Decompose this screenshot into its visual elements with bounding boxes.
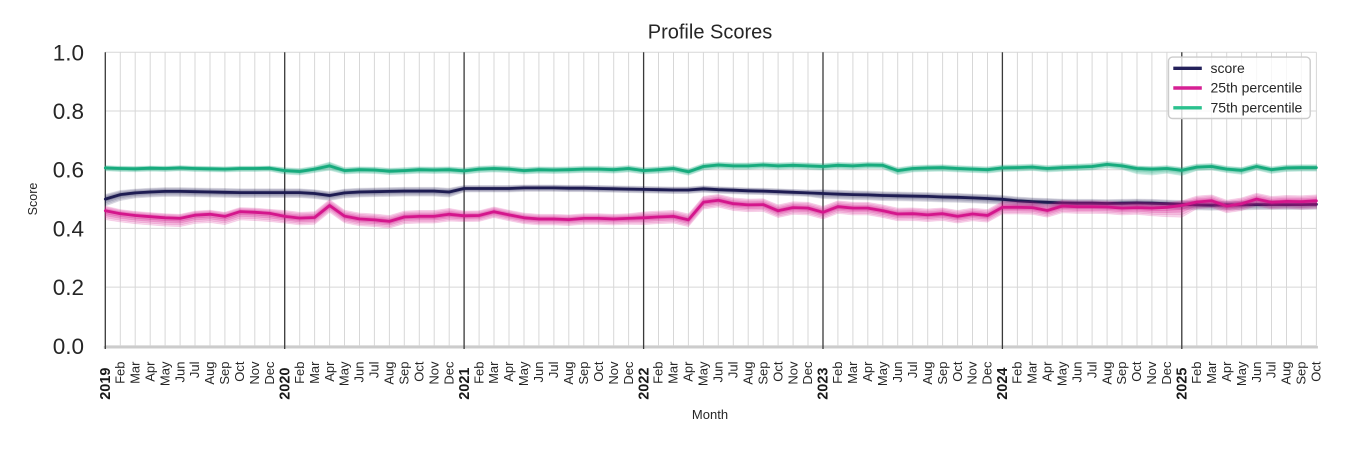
svg-text:Nov: Nov <box>965 361 980 385</box>
svg-text:Apr: Apr <box>681 361 696 382</box>
svg-text:Jun: Jun <box>172 362 187 383</box>
svg-text:2022: 2022 <box>636 368 652 400</box>
svg-text:Dec: Dec <box>800 361 815 385</box>
svg-text:Profile Scores: Profile Scores <box>648 22 773 44</box>
svg-text:Score: Score <box>26 183 40 216</box>
svg-text:2025: 2025 <box>1175 368 1191 400</box>
svg-text:Nov: Nov <box>1144 361 1159 385</box>
svg-text:Mar: Mar <box>1025 361 1040 384</box>
svg-text:Mar: Mar <box>1204 361 1219 384</box>
svg-text:25th percentile: 25th percentile <box>1211 80 1303 96</box>
svg-text:Feb: Feb <box>651 362 666 384</box>
svg-text:0.4: 0.4 <box>53 216 84 241</box>
svg-text:Feb: Feb <box>292 362 307 384</box>
svg-text:Month: Month <box>692 407 728 422</box>
svg-text:Feb: Feb <box>1010 362 1025 384</box>
svg-text:May: May <box>696 361 711 386</box>
svg-text:0.8: 0.8 <box>53 99 84 124</box>
svg-text:Sep: Sep <box>1294 362 1309 385</box>
svg-text:Oct: Oct <box>1309 361 1324 382</box>
svg-text:Mar: Mar <box>845 361 860 384</box>
svg-text:Aug: Aug <box>561 362 576 385</box>
svg-text:Feb: Feb <box>830 362 845 384</box>
svg-text:Jul: Jul <box>546 361 561 378</box>
svg-text:Nov: Nov <box>606 361 621 385</box>
svg-text:Jul: Jul <box>367 361 382 378</box>
svg-text:Jun: Jun <box>890 362 905 383</box>
svg-text:May: May <box>875 361 890 386</box>
svg-text:Dec: Dec <box>1159 361 1174 385</box>
svg-text:Sep: Sep <box>217 362 232 385</box>
svg-text:Jun: Jun <box>1249 362 1264 383</box>
svg-text:Aug: Aug <box>1279 362 1294 385</box>
svg-text:Jul: Jul <box>1264 361 1279 378</box>
svg-text:Sep: Sep <box>397 362 412 385</box>
svg-text:Sep: Sep <box>935 362 950 385</box>
svg-text:Nov: Nov <box>426 361 441 385</box>
svg-text:Sep: Sep <box>1114 362 1129 385</box>
svg-text:Sep: Sep <box>576 362 591 385</box>
svg-text:Apr: Apr <box>322 361 337 382</box>
svg-text:Sep: Sep <box>755 362 770 385</box>
svg-text:2019: 2019 <box>98 368 114 400</box>
svg-text:Dec: Dec <box>980 361 995 385</box>
svg-text:Aug: Aug <box>382 362 397 385</box>
svg-text:Dec: Dec <box>262 361 277 385</box>
svg-text:Aug: Aug <box>740 362 755 385</box>
svg-text:2020: 2020 <box>277 368 293 400</box>
svg-text:75th percentile: 75th percentile <box>1211 100 1303 116</box>
svg-text:Oct: Oct <box>232 361 247 382</box>
svg-text:Feb: Feb <box>471 362 486 384</box>
svg-text:Jul: Jul <box>187 361 202 378</box>
svg-text:Mar: Mar <box>486 361 501 384</box>
svg-text:Oct: Oct <box>412 361 427 382</box>
svg-text:Aug: Aug <box>202 362 217 385</box>
svg-text:Mar: Mar <box>307 361 322 384</box>
svg-text:0.0: 0.0 <box>53 334 84 359</box>
svg-text:Apr: Apr <box>501 361 516 382</box>
svg-text:Nov: Nov <box>785 361 800 385</box>
svg-text:Oct: Oct <box>770 361 785 382</box>
svg-text:Dec: Dec <box>441 361 456 385</box>
svg-text:May: May <box>1054 361 1069 386</box>
svg-text:May: May <box>157 361 172 386</box>
svg-text:Oct: Oct <box>591 361 606 382</box>
svg-text:Feb: Feb <box>1189 362 1204 384</box>
svg-text:Oct: Oct <box>950 361 965 382</box>
svg-text:May: May <box>1234 361 1249 386</box>
svg-text:Jul: Jul <box>905 361 920 378</box>
svg-text:Jun: Jun <box>711 362 726 383</box>
svg-text:Nov: Nov <box>247 361 262 385</box>
svg-text:Jul: Jul <box>726 361 741 378</box>
svg-text:Oct: Oct <box>1129 361 1144 382</box>
svg-text:Apr: Apr <box>860 361 875 382</box>
svg-text:Dec: Dec <box>621 361 636 385</box>
svg-text:2021: 2021 <box>457 368 473 400</box>
svg-text:Mar: Mar <box>666 361 681 384</box>
svg-text:May: May <box>516 361 531 386</box>
svg-text:score: score <box>1211 60 1245 76</box>
svg-text:Apr: Apr <box>1040 361 1055 382</box>
svg-text:2024: 2024 <box>995 368 1011 400</box>
svg-text:Jun: Jun <box>1069 362 1084 383</box>
svg-text:1.0: 1.0 <box>53 40 84 65</box>
svg-text:0.2: 0.2 <box>53 275 84 300</box>
svg-text:0.6: 0.6 <box>53 158 84 183</box>
svg-text:May: May <box>337 361 352 386</box>
svg-text:2023: 2023 <box>816 368 832 400</box>
svg-text:Jun: Jun <box>531 362 546 383</box>
svg-text:Apr: Apr <box>142 361 157 382</box>
svg-text:Apr: Apr <box>1219 361 1234 382</box>
svg-text:Mar: Mar <box>127 361 142 384</box>
svg-text:Feb: Feb <box>113 362 128 384</box>
svg-text:Jun: Jun <box>352 362 367 383</box>
svg-text:Aug: Aug <box>1099 362 1114 385</box>
svg-text:Aug: Aug <box>920 362 935 385</box>
svg-text:Jul: Jul <box>1084 361 1099 378</box>
